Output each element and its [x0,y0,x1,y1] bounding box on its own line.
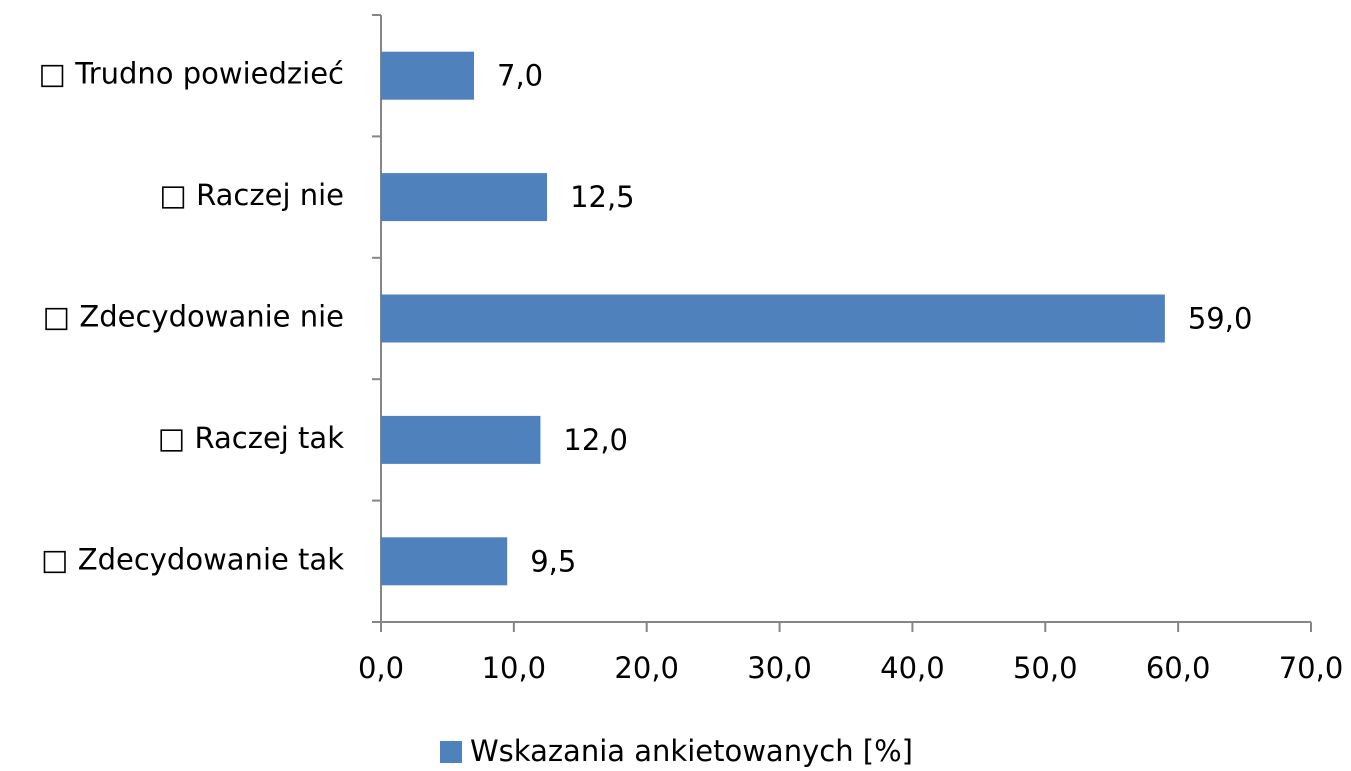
x-tick-label: 30,0 [747,651,812,685]
value-label: 59,0 [1188,302,1253,336]
y-tick-label: □ Zdecydowanie nie [43,300,344,334]
x-tick-label: 40,0 [880,651,945,685]
x-tick-label: 50,0 [1013,651,1078,685]
bar [381,294,1165,343]
value-label: 12,0 [563,423,628,457]
y-tick-label: □ Raczej tak [158,421,344,455]
legend-label: Wskazania ankietowanych [%] [470,734,913,768]
x-tick-label: 0,0 [358,651,404,685]
y-tick-label: □ Raczej nie [160,178,344,212]
bar [381,537,508,586]
x-tick-label: 10,0 [482,651,547,685]
bar [381,173,548,222]
y-tick-label: □ Zdecydowanie tak [41,542,344,576]
x-tick-label: 20,0 [614,651,679,685]
value-label: 7,0 [497,59,543,93]
bar [381,415,541,464]
legend-swatch [440,741,462,763]
x-tick-label: 70,0 [1279,651,1344,685]
y-tick-label: □ Trudno powiedzieć [39,57,344,91]
value-label: 12,5 [570,180,635,214]
bar [381,51,474,100]
value-label: 9,5 [530,544,576,578]
x-tick-label: 60,0 [1146,651,1211,685]
